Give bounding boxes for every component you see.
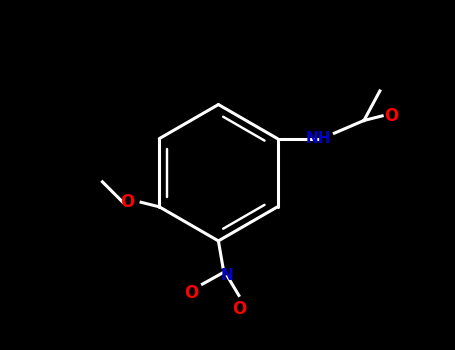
- Text: O: O: [384, 107, 399, 125]
- Text: O: O: [120, 193, 135, 211]
- Text: O: O: [232, 300, 246, 318]
- Text: N: N: [221, 267, 234, 282]
- Text: NH: NH: [306, 131, 331, 146]
- Text: O: O: [184, 284, 198, 302]
